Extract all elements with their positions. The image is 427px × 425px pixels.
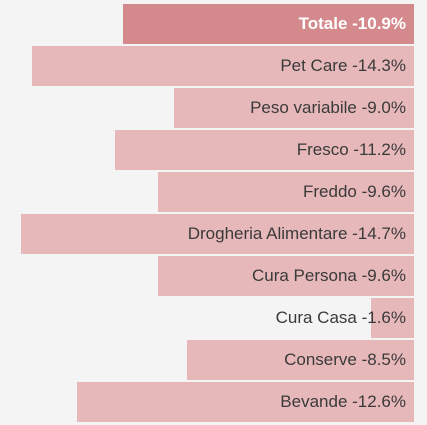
bar-label-bevande: Bevande -12.6% [280, 392, 406, 411]
bar-label-totale: Totale -10.9% [298, 14, 406, 33]
bar-label-conserve: Conserve -8.5% [284, 350, 406, 369]
bar-drogheria-alimentare [21, 214, 414, 254]
bar-bevande [77, 382, 414, 422]
bar-totale [122, 4, 414, 44]
bar-freddo [157, 172, 414, 212]
bar-label-cura-casa: Cura Casa -1.6% [275, 308, 406, 327]
bar-peso-variabile [173, 88, 414, 128]
bar-fresco [114, 130, 414, 170]
bar-cura-persona [157, 256, 414, 296]
bar-cura-casa [371, 298, 414, 338]
bar-pet-care [32, 46, 414, 86]
bar-label-peso-variabile: Peso variabile -9.0% [250, 98, 406, 117]
bar-label-pet-care: Pet Care -14.3% [280, 56, 406, 75]
bar-label-freddo: Freddo -9.6% [303, 182, 406, 201]
bar-label-cura-persona: Cura Persona -9.6% [251, 266, 406, 285]
bar-label-drogheria-alimentare: Drogheria Alimentare -14.7% [187, 224, 406, 243]
bar-label-fresco: Fresco -11.2% [296, 140, 406, 159]
bar-conserve [186, 340, 414, 380]
